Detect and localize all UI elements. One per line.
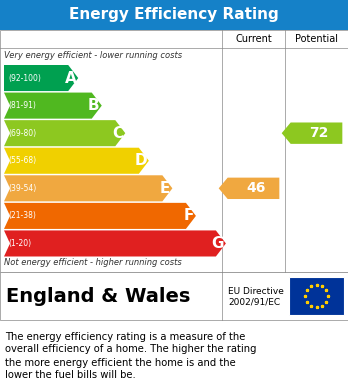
- Polygon shape: [4, 93, 102, 118]
- Text: England & Wales: England & Wales: [6, 287, 190, 305]
- Text: Not energy efficient - higher running costs: Not energy efficient - higher running co…: [4, 258, 182, 267]
- Text: (92-100): (92-100): [8, 74, 41, 83]
- Text: E: E: [160, 181, 171, 196]
- Bar: [0, 30, 348, 272]
- Text: (21-38): (21-38): [8, 212, 36, 221]
- Text: D: D: [134, 153, 147, 168]
- Text: Very energy efficient - lower running costs: Very energy efficient - lower running co…: [4, 51, 182, 60]
- Polygon shape: [4, 148, 149, 174]
- Text: Potential: Potential: [295, 34, 338, 44]
- Text: F: F: [183, 208, 194, 223]
- Text: A: A: [64, 70, 76, 86]
- Bar: [0, 272, 348, 320]
- Polygon shape: [4, 120, 125, 146]
- Text: C: C: [112, 126, 123, 141]
- Text: lower the fuel bills will be.: lower the fuel bills will be.: [5, 371, 136, 380]
- Text: G: G: [211, 236, 224, 251]
- Bar: [0, 0, 348, 30]
- Text: (1-20): (1-20): [8, 239, 31, 248]
- Polygon shape: [219, 178, 279, 199]
- Text: 2002/91/EC: 2002/91/EC: [228, 298, 280, 307]
- Text: (55-68): (55-68): [8, 156, 36, 165]
- Polygon shape: [282, 122, 342, 144]
- Text: (39-54): (39-54): [8, 184, 36, 193]
- Text: 46: 46: [246, 181, 266, 196]
- Polygon shape: [4, 203, 196, 229]
- Text: overall efficiency of a home. The higher the rating: overall efficiency of a home. The higher…: [5, 344, 256, 355]
- Text: (81-91): (81-91): [8, 101, 36, 110]
- Text: B: B: [88, 98, 100, 113]
- Text: the more energy efficient the home is and the: the more energy efficient the home is an…: [5, 357, 236, 368]
- Text: The energy efficiency rating is a measure of the: The energy efficiency rating is a measur…: [5, 332, 245, 341]
- Text: Current: Current: [235, 34, 272, 44]
- Text: 72: 72: [309, 126, 329, 140]
- Polygon shape: [4, 175, 172, 201]
- Bar: [289, 277, 344, 315]
- Polygon shape: [4, 230, 226, 256]
- Text: (69-80): (69-80): [8, 129, 36, 138]
- Polygon shape: [4, 65, 78, 91]
- Text: Energy Efficiency Rating: Energy Efficiency Rating: [69, 7, 279, 23]
- Text: EU Directive: EU Directive: [228, 287, 284, 296]
